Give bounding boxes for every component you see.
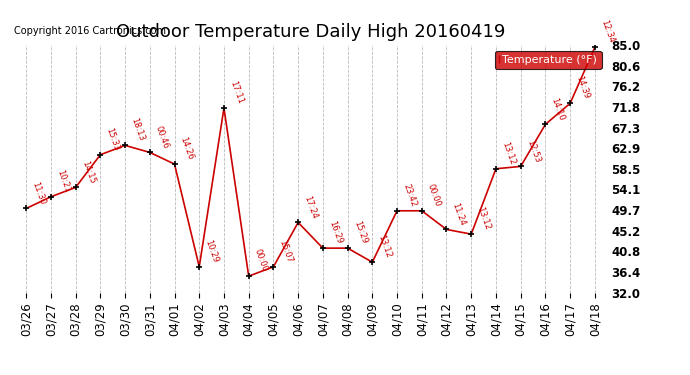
Text: 23:42: 23:42: [401, 183, 418, 208]
Text: 15:33: 15:33: [104, 126, 121, 152]
Text: 13:12: 13:12: [500, 141, 517, 166]
Text: 10:21: 10:21: [55, 169, 72, 194]
Text: 14:39: 14:39: [574, 75, 591, 100]
Text: 12:53: 12:53: [525, 138, 542, 164]
Text: 14:15: 14:15: [80, 159, 97, 184]
Legend: Temperature (°F): Temperature (°F): [495, 51, 602, 69]
Text: 18:13: 18:13: [129, 117, 146, 142]
Text: 10:29: 10:29: [204, 238, 220, 264]
Text: 13:12: 13:12: [475, 206, 492, 231]
Text: 17:24: 17:24: [302, 194, 319, 220]
Text: 15:07: 15:07: [277, 238, 294, 264]
Text: 17:11: 17:11: [228, 80, 245, 105]
Text: Copyright 2016 Cartronics.com: Copyright 2016 Cartronics.com: [14, 26, 166, 36]
Text: 15:29: 15:29: [352, 220, 368, 245]
Text: 00:00: 00:00: [253, 248, 269, 273]
Text: 11:24: 11:24: [451, 201, 467, 226]
Text: 00:00: 00:00: [426, 183, 442, 208]
Text: 00:46: 00:46: [154, 124, 170, 150]
Text: 12:34: 12:34: [599, 19, 615, 45]
Text: 14:26: 14:26: [179, 136, 195, 161]
Text: 13:12: 13:12: [377, 234, 393, 260]
Text: 11:30: 11:30: [30, 180, 47, 206]
Text: 14:10: 14:10: [549, 96, 566, 122]
Text: 16:29: 16:29: [327, 220, 344, 245]
Title: Outdoor Temperature Daily High 20160419: Outdoor Temperature Daily High 20160419: [116, 22, 505, 40]
